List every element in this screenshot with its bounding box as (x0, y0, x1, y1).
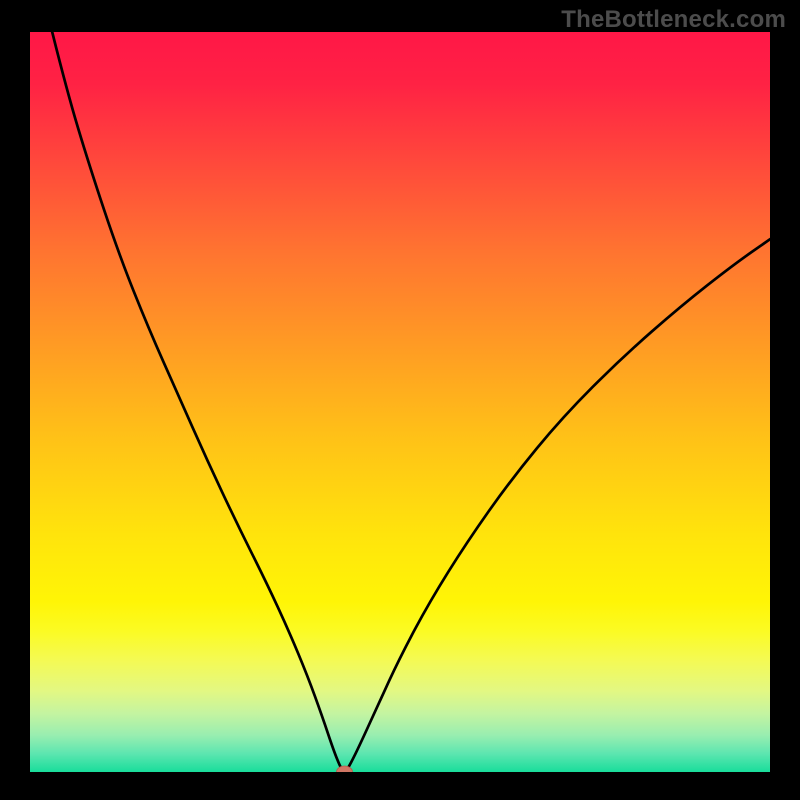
bottleneck-plot (30, 32, 770, 772)
watermark-text: TheBottleneck.com (561, 6, 786, 34)
plot-svg (30, 32, 770, 772)
chart-canvas: TheBottleneck.com (0, 0, 800, 800)
